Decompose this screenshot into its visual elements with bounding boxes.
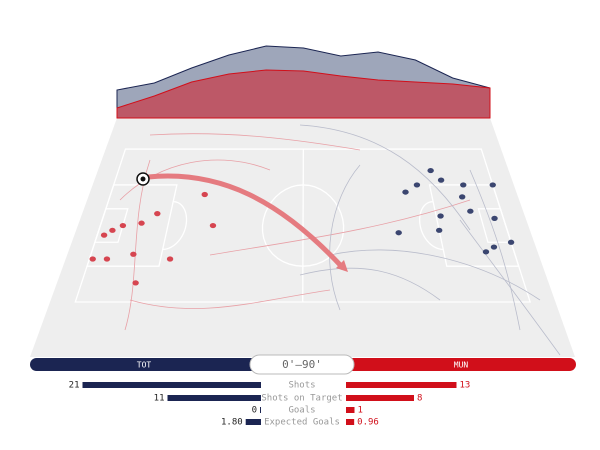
pass-lines xyxy=(119,124,561,356)
away-stat-value: 1 xyxy=(358,406,363,416)
shot xyxy=(130,251,137,257)
home-stat-bar xyxy=(245,419,261,425)
away-stat-bar xyxy=(346,395,414,401)
pitch-line xyxy=(261,184,345,267)
away-stat-bar xyxy=(346,382,457,388)
shot xyxy=(491,215,498,221)
period-box[interactable] xyxy=(249,354,355,375)
shot xyxy=(435,227,443,233)
shot xyxy=(460,182,467,188)
period: 0'–90' xyxy=(282,358,322,371)
shot xyxy=(89,256,96,262)
stat-label: Shots on Target xyxy=(261,394,342,404)
shot xyxy=(109,227,116,233)
pitch-line xyxy=(162,201,188,251)
shot xyxy=(427,167,434,174)
shot xyxy=(103,256,111,262)
shot xyxy=(413,182,421,188)
stats: Shots 21 13 Shots on Target 11 8 Goals 0 1 Expect… xyxy=(69,381,471,428)
away-stat-value: 0.96 xyxy=(357,418,379,428)
home-name: TOT xyxy=(137,361,152,370)
stat-label: Shots xyxy=(288,381,315,391)
shot xyxy=(402,189,409,195)
shot xyxy=(507,239,515,245)
highlight-arrow xyxy=(336,260,348,272)
home-stat-value: 21 xyxy=(69,381,80,391)
shot xyxy=(482,249,490,255)
ball-icon-center xyxy=(140,176,146,182)
stat-label: Goals xyxy=(288,406,315,416)
pitch-lines xyxy=(74,148,532,303)
highlight-run xyxy=(147,173,345,270)
away-stat-value: 13 xyxy=(460,381,471,391)
home-stat-bar xyxy=(167,395,261,401)
away-team-bar xyxy=(285,358,576,371)
shot xyxy=(458,194,466,200)
shot xyxy=(490,244,498,250)
away-stat-value: 8 xyxy=(417,394,422,404)
away-stat-bar xyxy=(346,419,355,425)
home-stat-value: 11 xyxy=(154,394,165,404)
shot xyxy=(119,222,127,229)
home-team-bar xyxy=(30,358,320,371)
home-stat-value: 0 xyxy=(252,406,257,416)
shot xyxy=(132,280,139,286)
stat-label: Expected Goals xyxy=(264,418,340,428)
home-stat-bar xyxy=(82,382,261,388)
shot xyxy=(437,213,444,219)
shot xyxy=(395,230,402,236)
away-stat-bar xyxy=(346,407,355,413)
momentum-area xyxy=(116,69,491,119)
home-stat-value: 1.80 xyxy=(221,418,243,428)
shot xyxy=(154,211,161,217)
shot xyxy=(138,220,145,226)
shot xyxy=(166,256,174,262)
shot xyxy=(209,222,217,229)
shots xyxy=(89,167,515,286)
pitch-line xyxy=(418,201,444,251)
shot xyxy=(437,177,445,183)
shot xyxy=(100,232,108,238)
shot xyxy=(467,208,474,214)
momentum xyxy=(116,45,491,119)
pitch-line xyxy=(93,208,129,243)
home-stat-bar xyxy=(260,407,261,413)
away-name: MUN xyxy=(454,361,469,370)
shot xyxy=(201,191,208,198)
pitch-line xyxy=(428,184,520,267)
pitch-line xyxy=(302,149,305,303)
shot xyxy=(489,182,496,188)
